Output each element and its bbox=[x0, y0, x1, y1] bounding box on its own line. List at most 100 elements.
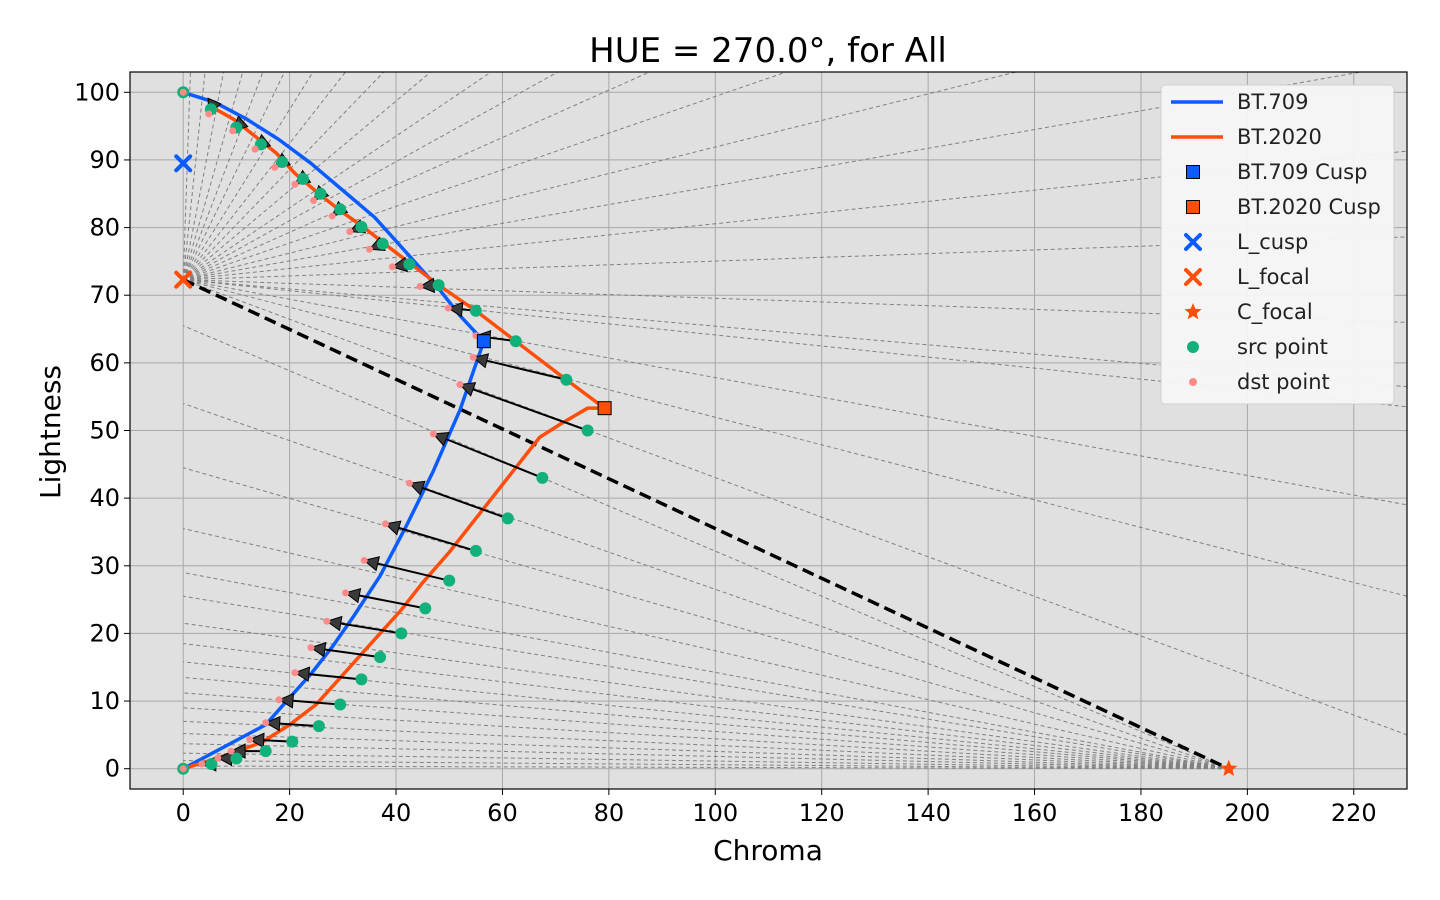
dst-point bbox=[405, 479, 413, 487]
mapping-arrow-shaft bbox=[359, 594, 426, 610]
src-point bbox=[374, 651, 387, 664]
focal-ray bbox=[183, 595, 1229, 770]
y-tick-label: 20 bbox=[89, 619, 120, 647]
src-point bbox=[286, 735, 299, 748]
src-point bbox=[334, 698, 347, 711]
dst-point bbox=[251, 145, 259, 153]
legend-label: BT.709 Cusp bbox=[1237, 160, 1367, 184]
dst-point bbox=[227, 747, 235, 755]
legend-label: src point bbox=[1237, 335, 1328, 359]
src-point bbox=[419, 602, 432, 615]
bt2020-cusp-marker bbox=[597, 401, 612, 416]
mapping-arrow-head bbox=[432, 432, 450, 447]
bt709-cusp-marker bbox=[476, 334, 491, 349]
legend-label: BT.2020 bbox=[1237, 125, 1322, 149]
y-tick-label: 30 bbox=[89, 552, 120, 580]
dst-point bbox=[271, 163, 279, 171]
dst-point bbox=[444, 304, 452, 312]
x-tick-label: 160 bbox=[1012, 799, 1058, 827]
mapping-arrow-shaft bbox=[445, 438, 543, 479]
src-point bbox=[560, 373, 573, 386]
dst-point bbox=[179, 765, 187, 773]
dst-point bbox=[291, 669, 299, 677]
src-point bbox=[276, 155, 289, 168]
mapping-arrow-head bbox=[325, 615, 343, 632]
src-point bbox=[312, 720, 325, 733]
dst-point bbox=[198, 760, 206, 768]
x-tick-label: 60 bbox=[487, 799, 518, 827]
x-tick-label: 180 bbox=[1118, 799, 1164, 827]
mapping-arrow-head bbox=[408, 480, 426, 496]
legend-swatch-bt-709-cusp bbox=[1186, 165, 1200, 179]
focal-ray bbox=[183, 467, 1229, 770]
legend-swatch-bt-2020-cusp bbox=[1186, 200, 1200, 214]
src-point bbox=[230, 752, 243, 765]
focal-ray bbox=[183, 760, 1229, 770]
dst-point bbox=[365, 245, 373, 253]
legend-label: BT.2020 Cusp bbox=[1237, 195, 1381, 219]
legend-swatch-dst-point bbox=[1189, 378, 1197, 386]
mapping-arrow-head bbox=[458, 382, 477, 397]
src-point bbox=[355, 673, 368, 686]
dst-point bbox=[307, 644, 315, 652]
focal-ray bbox=[183, 752, 1229, 770]
mapping-arrow-head bbox=[472, 353, 490, 369]
dst-point bbox=[323, 617, 331, 625]
dst-point bbox=[214, 754, 222, 762]
y-tick-label: 80 bbox=[89, 214, 120, 242]
focal-ray bbox=[183, 572, 1229, 770]
legend-swatch-src-point bbox=[1187, 341, 1199, 353]
dst-point bbox=[429, 430, 437, 438]
src-point bbox=[501, 512, 514, 525]
mapping-arrow-shaft bbox=[340, 622, 402, 635]
mapping-arrow-head bbox=[447, 301, 464, 318]
src-point bbox=[536, 471, 549, 484]
focal-ray bbox=[183, 325, 1229, 770]
src-point bbox=[469, 304, 482, 317]
src-point bbox=[432, 279, 445, 292]
legend-box bbox=[1160, 84, 1395, 405]
x-tick-label: 100 bbox=[692, 799, 738, 827]
dst-point bbox=[205, 110, 213, 118]
src-point bbox=[314, 187, 327, 200]
x-tick-label: 220 bbox=[1331, 799, 1377, 827]
dst-point bbox=[246, 736, 254, 744]
src-point bbox=[469, 544, 482, 557]
chart-title: HUE = 270.0°, for All bbox=[589, 31, 947, 71]
legend-swatch-l-focal bbox=[1184, 268, 1202, 286]
focal-ray bbox=[183, 528, 1229, 770]
mapping-arrow-shaft bbox=[486, 359, 567, 381]
x-tick-label: 20 bbox=[274, 799, 305, 827]
dst-point bbox=[381, 520, 389, 528]
dst-point bbox=[179, 88, 187, 96]
mapping-arrow-head bbox=[363, 556, 381, 572]
dst-point bbox=[416, 282, 424, 290]
src-point bbox=[403, 258, 416, 271]
focal-ray bbox=[183, 622, 1229, 770]
dst-point bbox=[388, 263, 396, 271]
y-tick-label: 60 bbox=[89, 349, 120, 377]
dst-point bbox=[310, 197, 318, 205]
dst-point bbox=[456, 381, 464, 389]
x-axis-label: Chroma bbox=[713, 834, 823, 867]
mapping-arrow-head bbox=[277, 693, 295, 709]
focal-line bbox=[182, 278, 1230, 771]
dst-point bbox=[275, 696, 283, 704]
mapping-arrow-shaft bbox=[398, 526, 477, 552]
dst-point bbox=[328, 212, 336, 220]
dst-point bbox=[291, 180, 299, 188]
y-tick-label: 50 bbox=[89, 417, 120, 445]
mapping-arrow-shaft bbox=[377, 562, 450, 582]
src-point bbox=[581, 424, 594, 437]
focal-ray bbox=[183, 279, 1407, 597]
legend-label: L_focal bbox=[1237, 265, 1310, 290]
mapping-arrow-shaft bbox=[324, 648, 381, 659]
mapping-arrow-shaft bbox=[279, 722, 319, 728]
mapping-arrow-head bbox=[264, 715, 281, 732]
focal-ray bbox=[183, 743, 1229, 770]
src-point bbox=[443, 574, 456, 587]
legend: BT.709 BT.2020 BT.709 Cusp BT.2020 Cusp L_cu… bbox=[1160, 84, 1395, 405]
y-tick-label: 10 bbox=[89, 687, 120, 715]
x-tick-label: 200 bbox=[1224, 799, 1270, 827]
